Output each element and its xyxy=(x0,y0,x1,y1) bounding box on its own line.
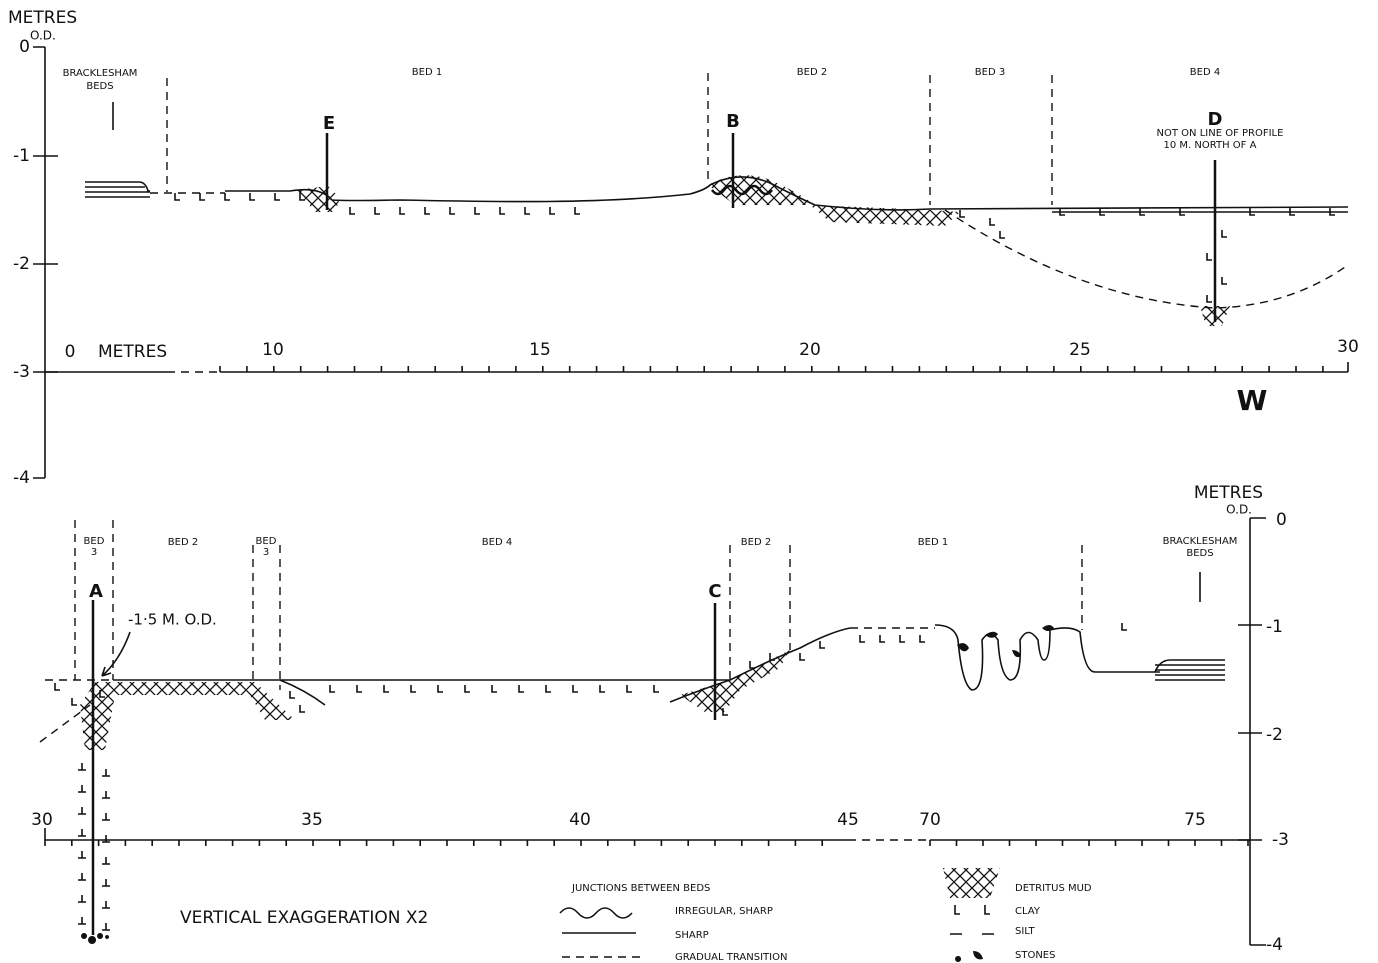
bed-boundary xyxy=(167,73,1052,205)
y-tick-label: 0 xyxy=(19,37,30,57)
profile-surface xyxy=(935,625,1160,690)
y-tick-label: -3 xyxy=(1272,830,1289,850)
x-minor-tick xyxy=(220,366,1323,372)
y-tick-label: -4 xyxy=(13,468,30,488)
bed-label: 3 xyxy=(263,547,269,558)
detritus-mud xyxy=(810,205,960,226)
y-tick-label: -4 xyxy=(1266,935,1283,955)
profile-transition xyxy=(945,210,1348,308)
formation-label: BRACKLESHAM xyxy=(63,68,138,79)
bed-label: BED 1 xyxy=(918,537,948,548)
bed-label: BED xyxy=(256,536,277,547)
x-tick-label: 75 xyxy=(1184,810,1206,830)
bed-label: BED 2 xyxy=(168,537,198,548)
bed-label: BED xyxy=(84,536,105,547)
detritus-mud xyxy=(80,682,295,750)
site-note: 10 M. NORTH OF A xyxy=(1164,140,1257,151)
y-tick-label: -2 xyxy=(1266,725,1283,745)
borehole xyxy=(327,133,1215,322)
site-note: NOT ON LINE OF PROFILE xyxy=(1157,128,1284,139)
x-tick-label: 0 xyxy=(65,342,76,362)
legend-label: CLAY xyxy=(1015,906,1041,917)
x-tick-label: 15 xyxy=(529,340,551,360)
y-tick-label: -2 xyxy=(13,254,30,274)
bed-label: BED 4 xyxy=(1190,67,1220,78)
site-label: D xyxy=(1208,109,1223,130)
x-tick-label: 20 xyxy=(799,340,821,360)
bed-label: BED 4 xyxy=(482,537,512,548)
bed-label: BED 1 xyxy=(412,67,442,78)
clay-symbol xyxy=(175,193,1335,302)
y-ticks xyxy=(1238,518,1266,945)
site-label: B xyxy=(726,111,740,132)
bracklesham-layers xyxy=(85,182,150,197)
drawing: METRES O.D. 0 -1 -2 -3 -4 0 METRES 10 15… xyxy=(8,8,1359,963)
legend-label: GRADUAL TRANSITION xyxy=(675,952,787,963)
bed-label: BED 2 xyxy=(797,67,827,78)
legend-title: JUNCTIONS BETWEEN BEDS xyxy=(571,883,710,894)
profile-junction xyxy=(280,680,730,705)
y-tick-label: -3 xyxy=(13,362,30,382)
legend-label: DETRITUS MUD xyxy=(1015,883,1092,894)
legend-label: SHARP xyxy=(675,930,709,941)
level-arrow xyxy=(102,632,130,676)
diagram: METRES O.D. 0 -1 -2 -3 -4 0 METRES 10 15… xyxy=(0,0,1378,963)
direction: W xyxy=(1237,384,1268,417)
y-axis-subtitle: O.D. xyxy=(30,29,56,43)
legend-label: SILT xyxy=(1015,926,1035,937)
legend-swatch xyxy=(955,951,983,962)
bed-label: 3 xyxy=(91,547,97,558)
x-tick-label: 40 xyxy=(569,810,591,830)
y-tick-label: -1 xyxy=(13,146,30,166)
stones xyxy=(81,933,109,944)
legend-label: IRREGULAR, SHARP xyxy=(675,906,773,917)
x-minor-ticks xyxy=(220,366,1323,372)
x-tick-label: 35 xyxy=(301,810,323,830)
legend-swatch xyxy=(943,868,1000,898)
x-minor-tick xyxy=(45,840,1248,846)
site-label: C xyxy=(708,581,721,602)
y-axis-title: METRES xyxy=(1194,483,1263,503)
bracklesham-layers xyxy=(1155,660,1225,680)
formation-label: BEDS xyxy=(86,81,113,92)
bed-label: BED 2 xyxy=(741,537,771,548)
legend-swatch xyxy=(560,908,632,918)
profile-surface xyxy=(113,628,850,680)
exaggeration-note: VERTICAL EXAGGERATION X2 xyxy=(180,908,428,928)
x-axis xyxy=(45,362,1348,372)
bed-label: BED 3 xyxy=(975,67,1005,78)
x-tick-label: 30 xyxy=(1337,337,1359,357)
site-label: A xyxy=(89,581,103,602)
legend-swatch xyxy=(955,905,990,914)
y-tick-label: -1 xyxy=(1266,617,1283,637)
level-note: -1·5 M. O.D. xyxy=(128,611,217,629)
clay-symbol xyxy=(55,623,1127,715)
x-tick-label: 25 xyxy=(1069,340,1091,360)
x-tick-label: 30 xyxy=(31,810,53,830)
x-axis-title: METRES xyxy=(98,342,167,362)
x-tick-label: 70 xyxy=(919,810,941,830)
x-minor-ticks xyxy=(45,840,1248,846)
formation-label: BRACKLESHAM xyxy=(1163,536,1238,547)
y-tick-label: 0 xyxy=(1276,510,1287,530)
y-axis-title: METRES xyxy=(8,8,77,28)
x-axis xyxy=(45,828,1250,840)
clay-symbols xyxy=(175,193,1335,302)
y-axis-subtitle: O.D. xyxy=(1226,503,1252,517)
x-tick-label: 45 xyxy=(837,810,859,830)
site-label: E xyxy=(323,113,335,134)
legend-label: STONES xyxy=(1015,950,1055,961)
x-tick-label: 10 xyxy=(262,340,284,360)
formation-label: BEDS xyxy=(1186,548,1213,559)
